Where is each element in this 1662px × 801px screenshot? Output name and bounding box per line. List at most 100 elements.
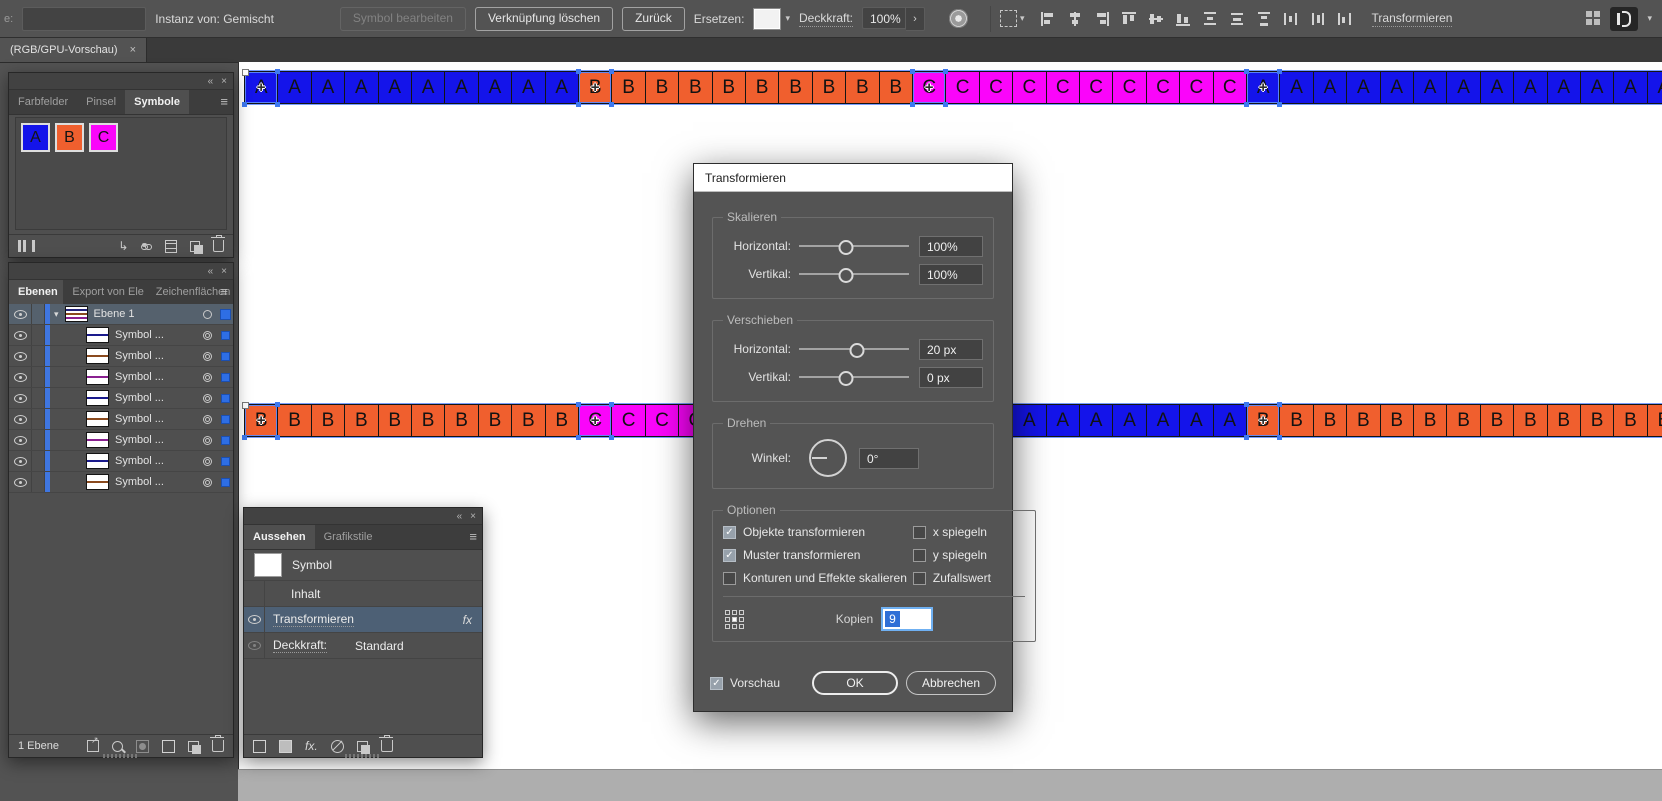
eye-icon[interactable] [13, 351, 27, 361]
target-circle-icon[interactable] [202, 351, 212, 361]
selection-handle[interactable] [1277, 402, 1283, 407]
eye-icon[interactable] [13, 456, 27, 466]
angle-field[interactable]: 0° [859, 447, 919, 469]
symbol-instance-group-b[interactable]: B + B B B B B B B B B [242, 402, 580, 440]
symbol-swatch-b[interactable]: B [55, 123, 84, 152]
slider-thumb-icon[interactable] [849, 343, 865, 358]
selection-handle[interactable] [576, 435, 581, 440]
slider-track[interactable] [799, 371, 909, 386]
panel-resize-grip[interactable] [345, 754, 381, 758]
visibility-cell[interactable] [244, 607, 265, 632]
lock-cell[interactable] [32, 430, 45, 450]
copies-field[interactable]: 9 [881, 607, 934, 631]
selection-handle[interactable] [1244, 102, 1249, 107]
eye-icon[interactable] [13, 372, 27, 382]
close-icon[interactable]: × [129, 44, 137, 56]
recolor-artwork-icon[interactable] [949, 9, 968, 28]
layer-item-row[interactable]: Symbol ... [9, 346, 233, 367]
layer-name[interactable]: Symbol ... [115, 371, 164, 383]
appearance-tab-grafikstile[interactable]: Grafikstile [323, 531, 373, 543]
lock-cell[interactable] [32, 325, 45, 345]
appearance-row-effect[interactable]: Transformieren fx [244, 607, 482, 633]
selection-cell[interactable] [217, 435, 233, 445]
break-symbol-link-icon[interactable] [141, 242, 153, 250]
place-symbol-instance-icon[interactable]: ↳ [118, 239, 129, 253]
target-cell[interactable] [197, 456, 217, 466]
appearance-label[interactable]: Deckkraft: [273, 638, 328, 653]
panel-menu-icon[interactable]: ≡ [220, 284, 228, 299]
make-clipping-mask-icon[interactable] [136, 739, 149, 753]
visibility-cell[interactable] [9, 451, 32, 471]
layer-thumbnail[interactable] [86, 348, 109, 364]
layer-name[interactable]: Symbol ... [115, 350, 164, 362]
selection-handle[interactable] [1277, 102, 1283, 107]
checkbox-zufallswert[interactable]: Zufallswert [912, 571, 1025, 585]
collapse-panel-icon[interactable]: « [207, 75, 214, 87]
selection-handle[interactable] [1277, 435, 1283, 440]
selection-handle[interactable] [910, 102, 915, 107]
close-panel-icon[interactable]: × [221, 75, 227, 87]
distribute-middle-icon[interactable] [1229, 11, 1245, 27]
selection-handle[interactable] [275, 102, 281, 107]
instance-name-input[interactable] [22, 6, 147, 31]
target-circle-icon[interactable] [202, 330, 212, 340]
delete-item-icon[interactable] [378, 735, 393, 752]
align-bottom-icon[interactable] [1175, 11, 1191, 27]
slider-track[interactable] [799, 240, 909, 255]
target-cell[interactable] [197, 372, 217, 382]
preview-checkbox[interactable]: ✓ Vorschau [710, 676, 780, 690]
layer-row[interactable]: ▾ Ebene 1 [9, 304, 233, 325]
layer-name[interactable]: Symbol ... [115, 455, 164, 467]
lock-cell[interactable] [32, 388, 45, 408]
visibility-cell[interactable] [9, 367, 32, 387]
target-circle-icon[interactable] [202, 309, 212, 319]
locate-object-icon[interactable] [112, 740, 123, 752]
layer-item-row[interactable]: Symbol ... [9, 388, 233, 409]
layer-thumbnail[interactable] [86, 474, 109, 490]
delete-symbol-icon[interactable] [211, 235, 225, 252]
delete-layer-icon[interactable] [210, 735, 224, 752]
selection-handle[interactable] [242, 435, 247, 440]
visibility-cell[interactable] [244, 581, 265, 606]
selection-cell[interactable] [217, 477, 233, 487]
duplicate-item-icon[interactable] [356, 740, 370, 754]
selection-cell[interactable] [217, 330, 233, 340]
ok-button[interactable]: OK [812, 671, 898, 695]
symbol-options-icon[interactable] [164, 239, 178, 253]
visibility-cell[interactable] [244, 633, 265, 658]
value-field[interactable]: 100% [919, 235, 983, 257]
distribute-right-icon[interactable] [1337, 11, 1353, 27]
checkbox-objekte-transformieren[interactable]: ✓ Objekte transformieren [723, 525, 907, 539]
appearance-row-content[interactable]: Inhalt [244, 581, 482, 607]
slider-thumb-icon[interactable] [838, 240, 854, 255]
eye-icon[interactable] [13, 435, 27, 445]
arrange-documents-icon[interactable] [1586, 11, 1601, 26]
eye-icon[interactable] [13, 330, 27, 340]
visibility-cell[interactable] [9, 304, 32, 324]
selection-handle[interactable] [1244, 69, 1249, 74]
workspace-switcher-icon[interactable] [1610, 6, 1639, 31]
symbol-instance-group-a[interactable]: A+AAAAAAAAAAAA [1244, 69, 1662, 107]
appearance-row-header[interactable]: Symbol [244, 550, 482, 581]
panel-menu-icon[interactable]: ≡ [220, 94, 228, 109]
eye-icon[interactable] [13, 414, 27, 424]
target-cell[interactable] [197, 309, 217, 319]
select-similar-dropdown[interactable]: ▾ [1000, 10, 1025, 27]
selection-handle[interactable] [242, 102, 247, 107]
selection-handle[interactable] [275, 435, 281, 440]
layers-tab-export-von-ele[interactable]: Export von Ele [72, 286, 144, 298]
visibility-cell[interactable] [9, 388, 32, 408]
lock-cell[interactable] [32, 472, 45, 492]
target-circle-icon[interactable] [202, 372, 212, 382]
selection-handle[interactable] [609, 102, 615, 107]
target-cell[interactable] [197, 351, 217, 361]
origin-handle[interactable] [242, 69, 249, 76]
angle-dial[interactable] [809, 439, 847, 477]
symbols-tab-symbole[interactable]: Symbole [125, 90, 189, 114]
document-tab[interactable]: (RGB/GPU-Vorschau) × [0, 38, 148, 62]
align-middle-vertical-icon[interactable] [1148, 11, 1164, 27]
visibility-cell[interactable] [9, 325, 32, 345]
distribute-bottom-icon[interactable] [1256, 11, 1272, 27]
selection-cell[interactable] [217, 308, 233, 320]
